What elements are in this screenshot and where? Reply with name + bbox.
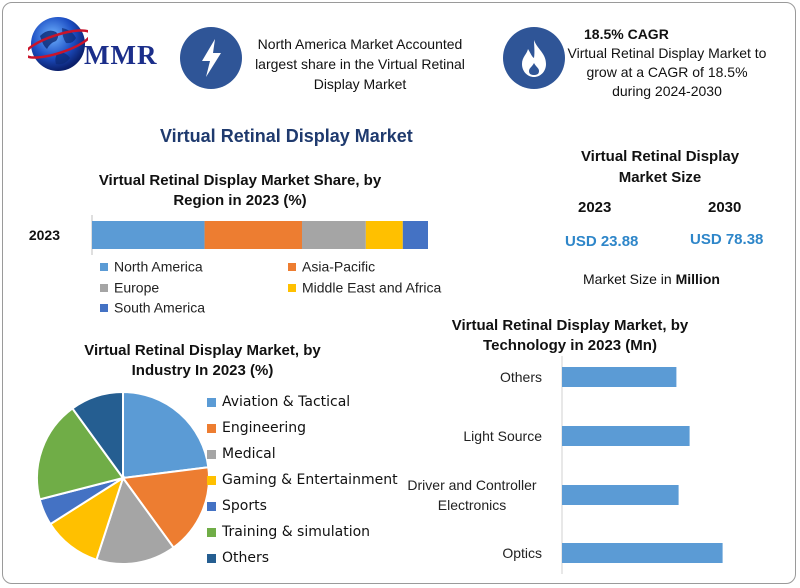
region-legend-swatch-europe bbox=[100, 284, 108, 292]
region-bar-north-america bbox=[92, 221, 205, 249]
cagr-title: 18.5% CAGR bbox=[584, 26, 669, 42]
industry-legend-swatch bbox=[207, 449, 216, 459]
market-size-title: Virtual Retinal Display Market Size bbox=[580, 148, 740, 186]
industry-legend-swatch bbox=[207, 475, 216, 485]
industry-legend-swatch bbox=[207, 397, 216, 407]
region-category-label: 2023 bbox=[29, 227, 60, 243]
globe-icon bbox=[28, 17, 88, 71]
technology-bar-optics bbox=[562, 543, 723, 563]
region-bar-europe bbox=[302, 221, 366, 249]
industry-legend-swatch bbox=[207, 553, 216, 563]
region-legend-swatch-north-america bbox=[100, 263, 108, 271]
market-size-year-2030: 2030 bbox=[708, 199, 742, 216]
flame-icon-circle bbox=[503, 27, 565, 89]
technology-bar-others bbox=[562, 367, 677, 387]
technology-label-others: Others bbox=[500, 369, 542, 385]
industry-legend-swatch bbox=[207, 501, 216, 511]
market-size-value-2030: USD 78.38 bbox=[690, 231, 764, 248]
market-size-note-prefix: Market Size in bbox=[583, 271, 672, 287]
flame-icon bbox=[522, 40, 546, 77]
region-legend-label-north-america: North America bbox=[114, 259, 203, 275]
region-legend-swatch-asia-pacific bbox=[288, 263, 296, 271]
technology-label-driver-and-controller-electronics: Driver and Controller Electronics bbox=[407, 477, 536, 513]
industry-legend-swatch bbox=[207, 527, 216, 537]
industry-chart-title: Virtual Retinal Display Market, by Indus… bbox=[84, 342, 321, 379]
region-legend-label-middle-east-and-africa: Middle East and Africa bbox=[302, 280, 442, 296]
region-chart-svg: 2023 North America Asia-Pacific Europe Middl… bbox=[29, 215, 442, 316]
technology-label-light-source: Light Source bbox=[463, 428, 542, 444]
region-legend-label-europe: Europe bbox=[114, 280, 159, 296]
industry-legend-item-medical: Medical bbox=[207, 441, 407, 467]
industry-legend-label: Training & simulation bbox=[222, 524, 371, 540]
region-bar-south-america bbox=[402, 221, 428, 249]
industry-legend-label: Medical bbox=[222, 446, 276, 462]
pie-slice-engineering bbox=[121, 466, 210, 549]
lightning-icon bbox=[202, 39, 221, 77]
region-chart: 2023 North America Asia-Pacific Europe Middl… bbox=[29, 195, 470, 325]
main-title: Virtual Retinal Display Market bbox=[160, 126, 413, 146]
north-america-note: North America Market Accounted largest s… bbox=[255, 36, 465, 92]
logo: MMR bbox=[28, 14, 168, 74]
region-chart-title: Virtual Retinal Display Market Share, by… bbox=[98, 172, 382, 209]
industry-legend-label: Aviation & Tactical bbox=[222, 394, 351, 410]
industry-legend-item-sports: Sports bbox=[207, 493, 407, 519]
cagr-text: Virtual Retinal Display Market to grow a… bbox=[567, 45, 767, 99]
logo-text: MMR bbox=[84, 40, 158, 70]
region-legend-label-asia-pacific: Asia-Pacific bbox=[302, 259, 375, 275]
market-size-note: Market Size in Million bbox=[583, 269, 720, 289]
industry-legend-label: Sports bbox=[222, 498, 267, 514]
market-size-value-2023: USD 23.88 bbox=[565, 233, 639, 250]
industry-legend-item-aviation-tactical: Aviation & Tactical bbox=[207, 389, 407, 415]
pie-slice-aviation-tactical bbox=[122, 390, 210, 480]
technology-bar-chart: Others Light Source Driver and Controller E… bbox=[407, 356, 723, 574]
industry-legend-item-training-simulation: Training & simulation bbox=[207, 519, 407, 545]
industry-legend: Aviation & Tactical Engineering Medical Gam… bbox=[207, 389, 407, 571]
technology-bar-light-source bbox=[562, 426, 690, 446]
pie-slice-others bbox=[71, 390, 124, 482]
region-legend-swatch-south-america bbox=[100, 304, 108, 312]
industry-pie-chart bbox=[36, 390, 210, 565]
industry-legend-item-engineering: Engineering bbox=[207, 415, 407, 441]
region-bar-middle-east-and-africa bbox=[365, 221, 403, 249]
industry-legend-label: Engineering bbox=[222, 420, 306, 436]
pie-slice-training-simulation bbox=[36, 407, 125, 501]
pie-slice-medical bbox=[95, 475, 175, 565]
industry-legend-swatch bbox=[207, 423, 216, 433]
region-bar-asia-pacific bbox=[204, 221, 302, 249]
technology-bar-driver-and-controller-electronics bbox=[562, 485, 679, 505]
lightning-icon-circle bbox=[180, 27, 242, 89]
market-size-year-2023: 2023 bbox=[578, 199, 612, 216]
region-legend-swatch-middle-east-and-africa bbox=[288, 284, 296, 292]
region-legend-label-south-america: South America bbox=[114, 300, 205, 316]
technology-chart-title: Virtual Retinal Display Market, by Techn… bbox=[451, 317, 689, 354]
industry-legend-item-others: Others bbox=[207, 545, 407, 571]
industry-legend-label: Gaming & Entertainment bbox=[222, 472, 398, 488]
market-size-note-unit: Million bbox=[675, 271, 720, 287]
technology-label-optics: Optics bbox=[502, 545, 542, 561]
industry-legend-item-gaming-entertainment: Gaming & Entertainment bbox=[207, 467, 407, 493]
industry-legend-label: Others bbox=[222, 550, 270, 566]
